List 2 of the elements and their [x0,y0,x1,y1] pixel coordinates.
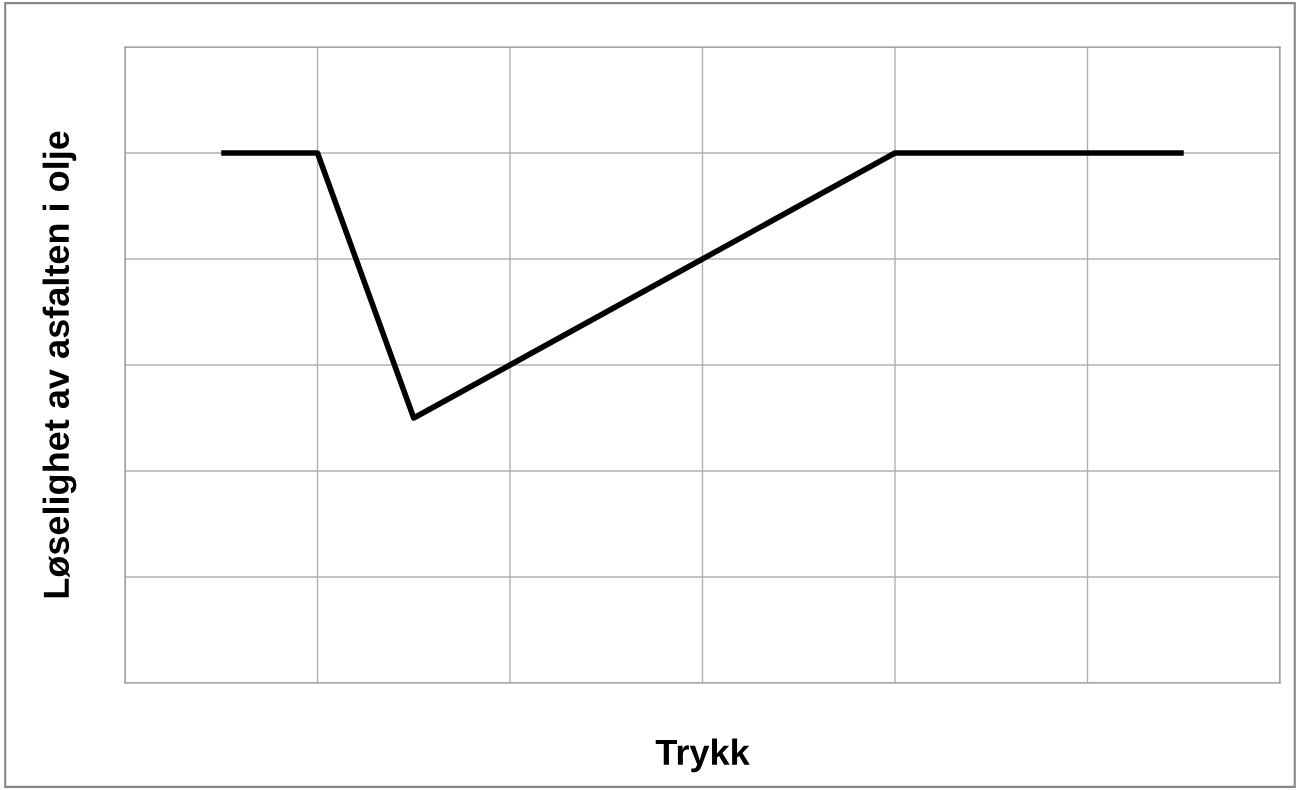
x-axis-title: Trykk [655,738,750,773]
y-axis-title: Løselighet av asfalten i olje [42,131,77,598]
